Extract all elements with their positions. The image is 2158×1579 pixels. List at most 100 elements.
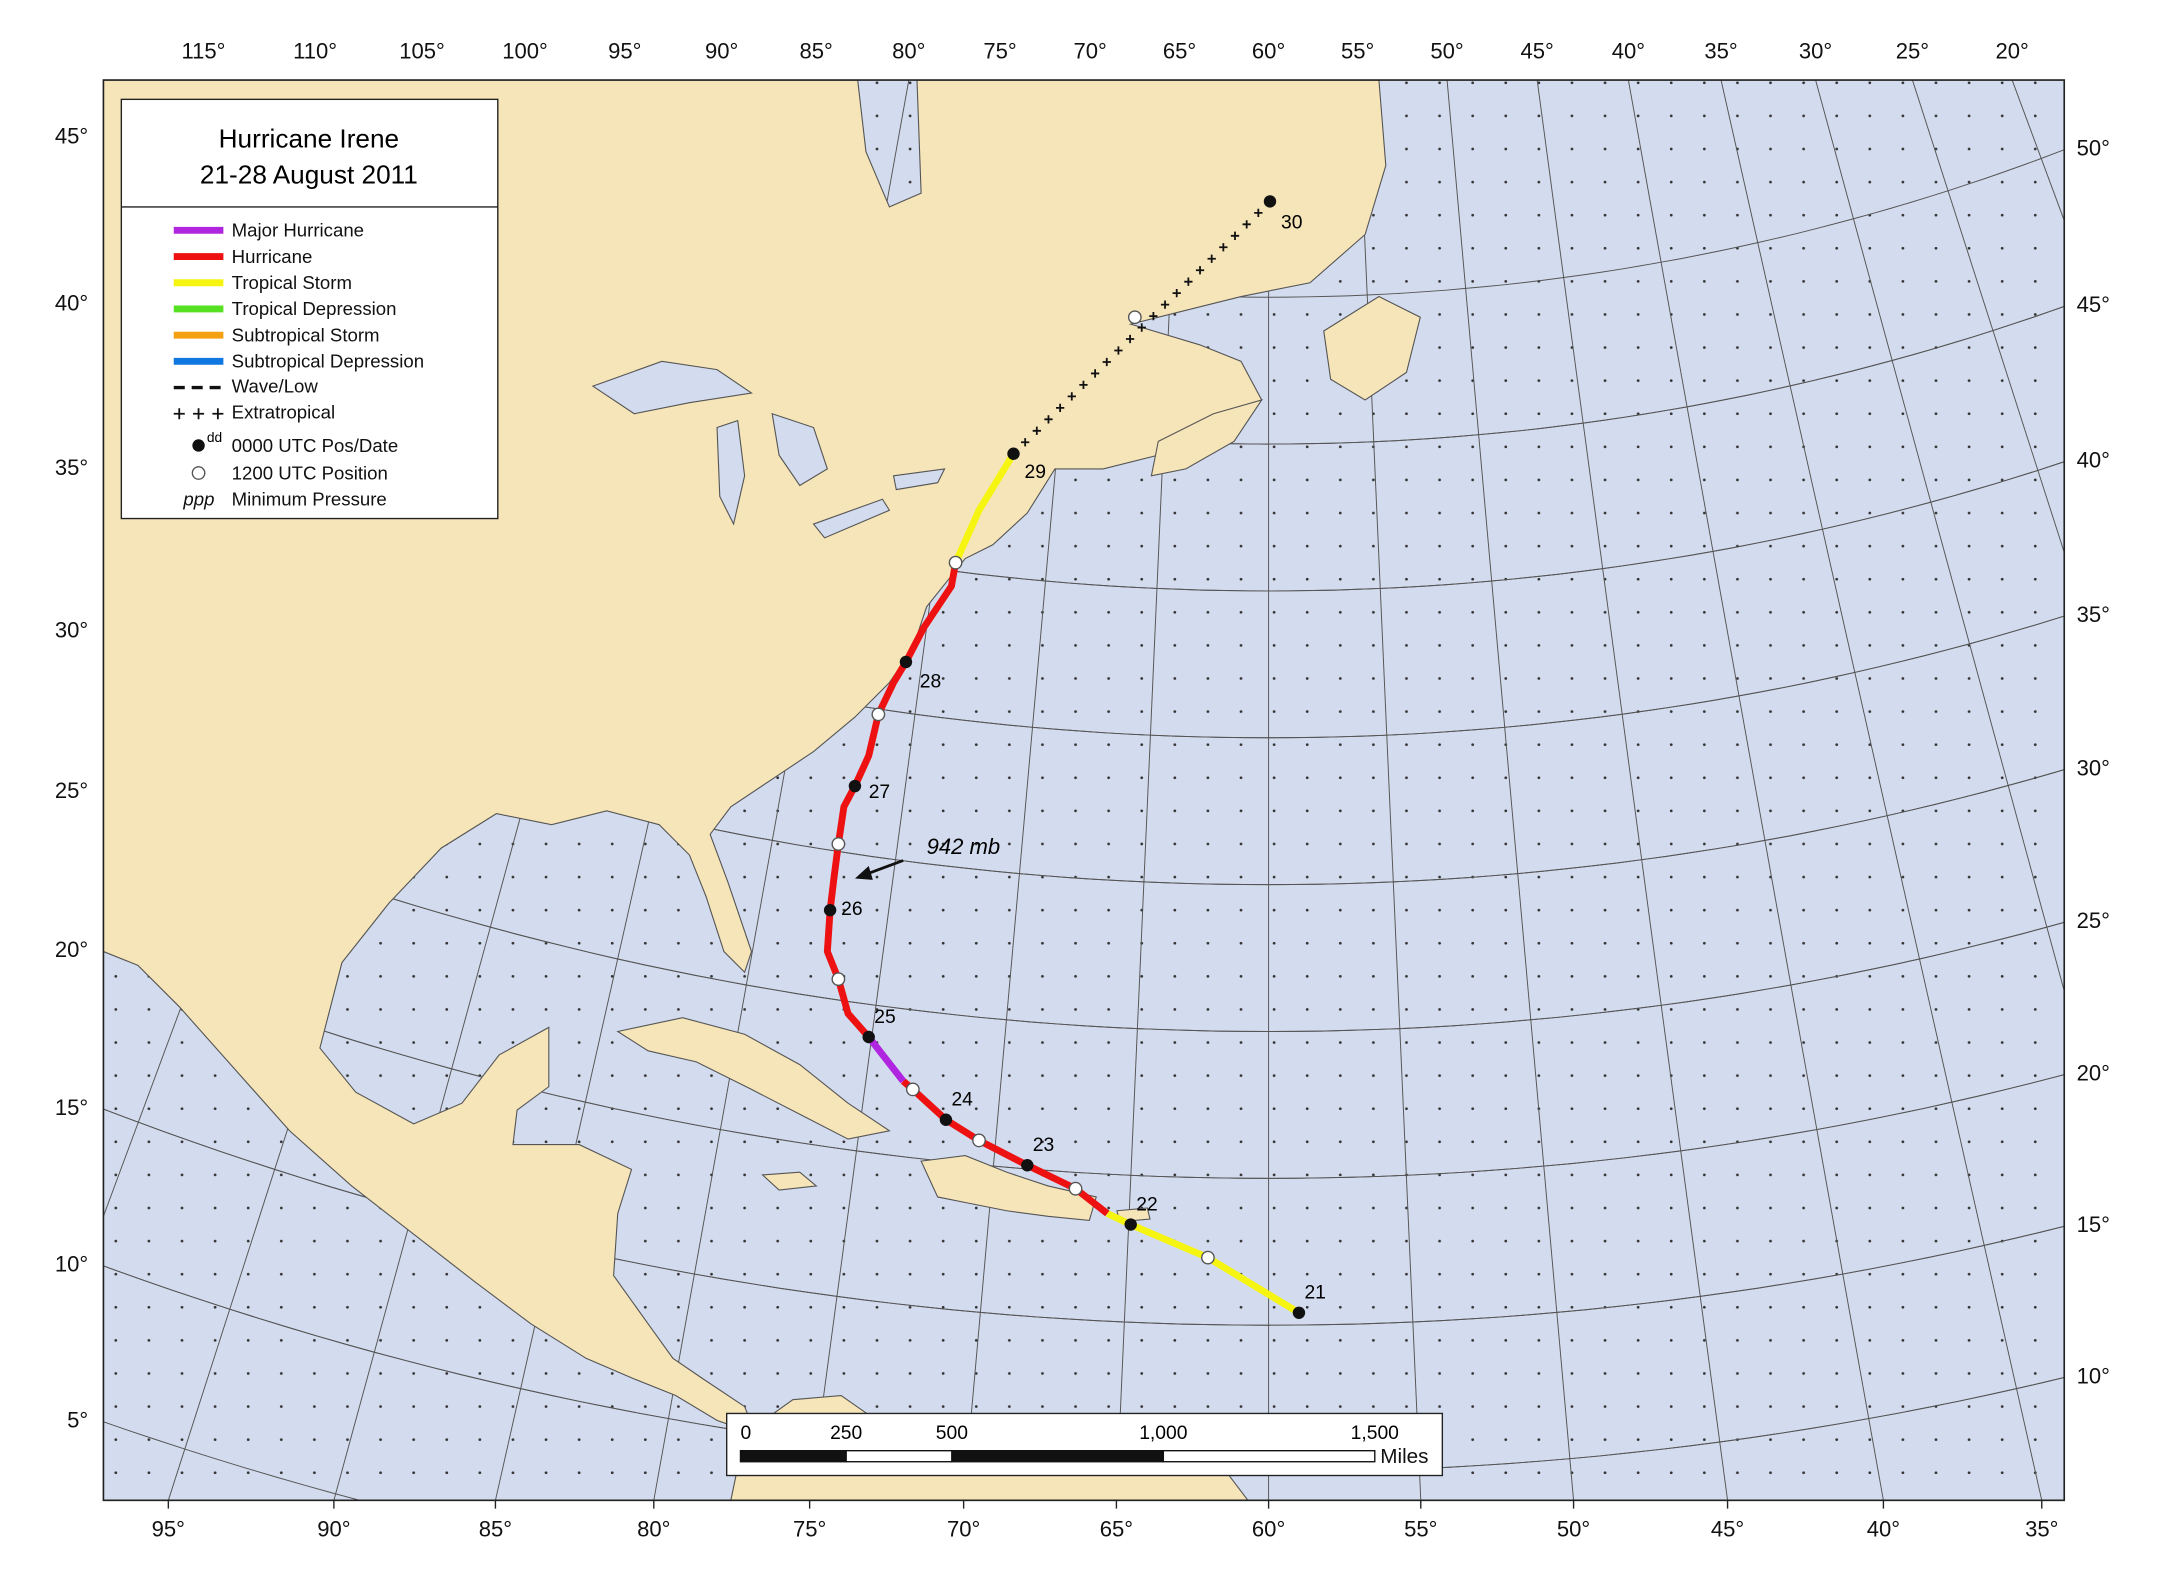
legend-label: Hurricane — [232, 246, 313, 267]
lake-michigan — [716, 419, 746, 526]
meridian — [1911, 80, 2065, 554]
scale-label: 1,000 — [1139, 1423, 1187, 1444]
legend-label: 1200 UTC Position — [232, 462, 388, 483]
bottom-tick-label: 65° — [1100, 1516, 1133, 1541]
lake-superior — [591, 360, 753, 415]
position-0000 — [899, 655, 913, 669]
legend-label: Tropical Storm — [232, 272, 352, 293]
right-tick-label: 40° — [2077, 448, 2110, 473]
bottom-tick-label: 75° — [793, 1516, 826, 1541]
right-tick-label: 50° — [2077, 136, 2110, 161]
top-tick-label: 25° — [1896, 38, 1929, 63]
legend-symbol: ppp — [182, 489, 214, 510]
bottom-tick-label: 70° — [947, 1516, 980, 1541]
left-tick-label: 25° — [55, 778, 88, 803]
scale-box — [725, 1412, 1444, 1477]
storm-track: 21 22 23 24 25 26 27 28 29 30 — [823, 195, 1326, 1320]
date-label: 27 — [869, 782, 890, 803]
jamaica — [761, 1171, 818, 1191]
position-0000 — [1292, 1306, 1306, 1320]
position-1200 — [905, 1082, 920, 1097]
position-0000 — [1124, 1218, 1137, 1231]
parallel — [103, 630, 2065, 886]
scale-label: 250 — [830, 1423, 862, 1444]
left-tick-label: 40° — [55, 290, 88, 315]
scale-segment — [845, 1449, 953, 1463]
map-frame — [102, 79, 2066, 1502]
position-0000 — [1021, 1159, 1034, 1172]
left-tick-label: 35° — [55, 455, 88, 480]
position-1200 — [1127, 310, 1142, 325]
position-1200 — [831, 972, 846, 986]
bottom-tick-label: 95° — [152, 1516, 185, 1541]
lake-erie — [812, 498, 891, 539]
position-0000 — [1263, 195, 1277, 208]
top-tick-label: 105° — [399, 38, 445, 63]
legend-label: Major Hurricane — [232, 220, 364, 241]
top-tick-label: 75° — [983, 38, 1016, 63]
legend: Hurricane Irene 21-28 August 2011 Major … — [120, 98, 499, 520]
left-tick-label: 30° — [55, 617, 88, 642]
scale-segment — [1162, 1449, 1376, 1463]
top-tick-label: 65° — [1163, 38, 1196, 63]
nova-scotia — [1150, 399, 1263, 477]
legend-label: Subtropical Depression — [232, 351, 424, 372]
top-tick-label: 60° — [1252, 38, 1285, 63]
top-tick-label: 80° — [892, 38, 925, 63]
scale-label: 0 — [740, 1423, 751, 1444]
legend-label: Extratropical — [232, 402, 335, 423]
position-0000 — [823, 903, 837, 917]
bottom-tick-label: 55° — [1404, 1516, 1437, 1541]
position-1200 — [972, 1133, 986, 1148]
meridian — [1446, 80, 1575, 1501]
legend-label: Wave/Low — [232, 375, 319, 396]
legend-label: Subtropical Storm — [232, 324, 380, 345]
parallel — [103, 950, 2065, 1179]
parallel — [103, 1108, 2065, 1326]
right-tick-label: 35° — [2077, 602, 2110, 627]
bottom-tick-label: 80° — [637, 1516, 670, 1541]
bottom-tick-label: 40° — [1867, 1516, 1900, 1541]
position-1200 — [831, 837, 846, 851]
top-tick-label: 55° — [1341, 38, 1374, 63]
legend-lines: Major Hurricane Hurricane Tropical Storm Tr… — [173, 220, 424, 372]
bottom-tick-label: 85° — [479, 1516, 512, 1541]
cuba — [616, 1017, 891, 1140]
left-tick-label: 10° — [55, 1252, 88, 1277]
right-tick-label: 30° — [2077, 755, 2110, 780]
position-0000 — [1007, 447, 1020, 460]
pressure-arrowhead — [854, 866, 873, 880]
extratropical-symbol — [173, 408, 224, 420]
bottom-tick-label: 90° — [317, 1516, 350, 1541]
top-tick-label: 110° — [293, 38, 337, 63]
position-0000 — [939, 1113, 953, 1126]
date-label: 28 — [920, 672, 941, 693]
scale-bar: Miles 0 250 500 1,000 1,500 — [725, 1412, 1444, 1477]
right-tick-label: 20° — [2077, 1060, 2110, 1085]
right-tick-label: 45° — [2077, 292, 2110, 317]
top-tick-label: 70° — [1073, 38, 1106, 63]
date-label: 22 — [1136, 1194, 1157, 1215]
hispaniola — [920, 1155, 1097, 1222]
position-0000 — [848, 779, 862, 793]
date-label: 26 — [841, 899, 862, 920]
scale-unit: Miles — [1380, 1445, 1428, 1468]
right-tick-label: 10° — [2077, 1363, 2110, 1388]
top-tick-label: 115° — [182, 38, 226, 63]
top-tick-label: 90° — [705, 38, 738, 63]
position-1200 — [871, 707, 886, 722]
position-1200-symbol — [191, 466, 206, 480]
meridian — [1115, 80, 1181, 1501]
pressure-label: 942 mb — [927, 834, 1001, 859]
date-label: 21 — [1304, 1283, 1325, 1304]
legend-superscript: dd — [207, 430, 222, 445]
scale-segment — [951, 1449, 1165, 1463]
position-1200 — [948, 555, 963, 570]
legend-label: Tropical Depression — [232, 298, 397, 319]
right-tick-label: 15° — [2077, 1212, 2110, 1237]
meridian — [1627, 80, 1884, 1501]
legend-label: Minimum Pressure — [232, 489, 387, 510]
left-tick-label: 5° — [67, 1408, 88, 1433]
top-tick-label: 100° — [502, 38, 548, 63]
